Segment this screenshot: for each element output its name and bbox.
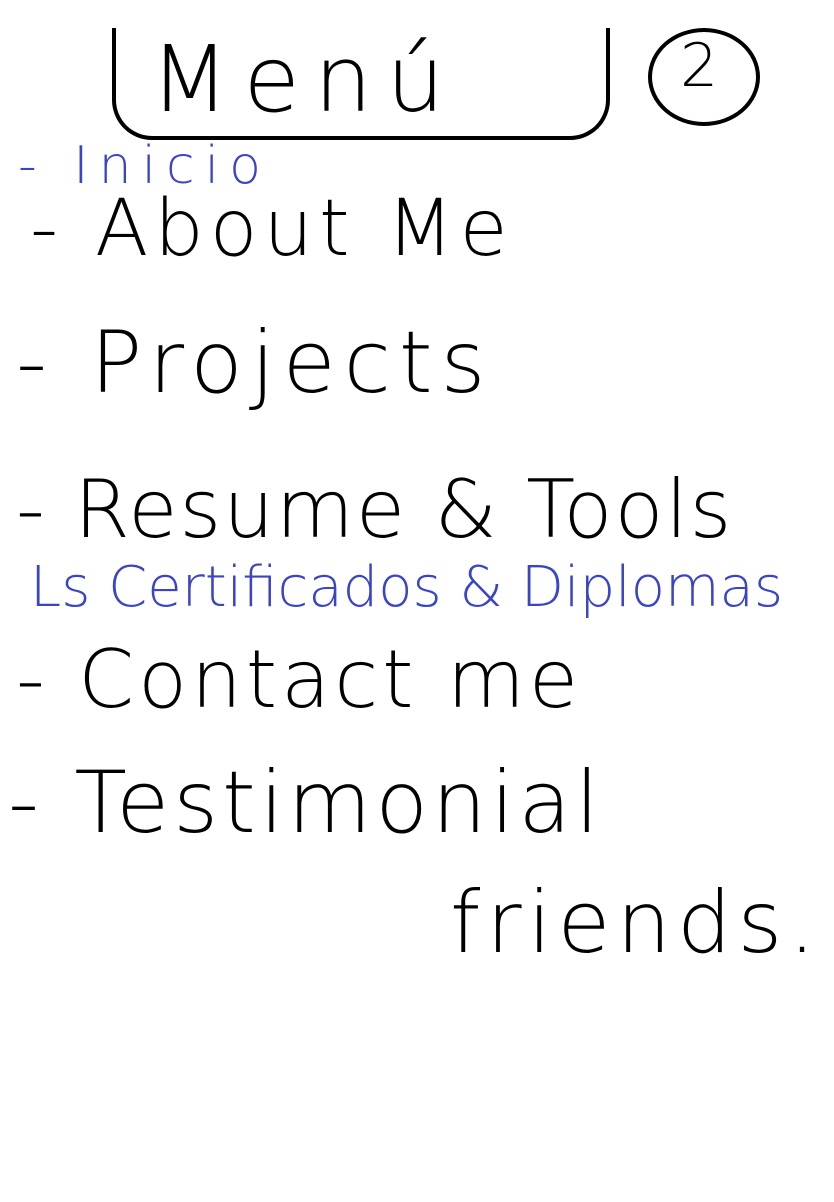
page-title: Menú bbox=[150, 26, 459, 133]
menu-item-contact-me: - Contact me bbox=[16, 633, 583, 726]
menu-item-inicio: - Inicio bbox=[18, 136, 271, 196]
menu-item-projects: - Projects bbox=[16, 313, 494, 413]
menu-item-testimonial: - Testimonial bbox=[8, 753, 604, 853]
title-frame bbox=[112, 28, 610, 140]
menu-item-friends: friends. bbox=[450, 873, 822, 973]
submenu-item-certificados: Ls Certificados & Diplomas bbox=[30, 555, 783, 620]
menu-item-resume-tools: - Resume & Tools bbox=[16, 463, 734, 556]
menu-item-about-me: - About Me bbox=[30, 184, 514, 274]
page-number: 2 bbox=[680, 31, 719, 101]
page-number-circle bbox=[648, 28, 760, 126]
